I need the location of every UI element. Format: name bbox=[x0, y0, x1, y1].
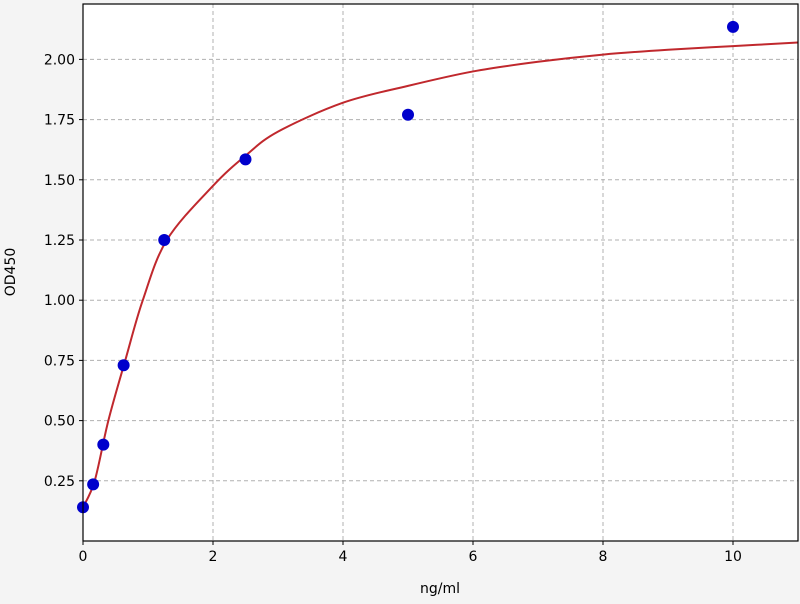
y-tick-label: 1.00 bbox=[44, 293, 75, 309]
data-point bbox=[727, 20, 739, 33]
axes bbox=[82, 3, 799, 542]
x-tick-label: 6 bbox=[469, 549, 478, 565]
data-point bbox=[402, 108, 414, 121]
axes-frame bbox=[82, 3, 799, 542]
y-tick-label: 0.50 bbox=[44, 414, 75, 430]
data-point bbox=[97, 438, 110, 451]
x-tick-label: 0 bbox=[79, 549, 88, 565]
data-point bbox=[87, 478, 100, 491]
x-axis-label: ng/ml bbox=[420, 581, 460, 597]
x-tick-label: 10 bbox=[724, 549, 742, 565]
x-tick-label: 4 bbox=[339, 549, 348, 565]
grid bbox=[82, 4, 798, 541]
x-ticks: 0 2 4 6 8 10 bbox=[79, 541, 742, 565]
data-point bbox=[239, 153, 252, 166]
y-tick-label: 1.75 bbox=[44, 113, 75, 129]
y-tick-label: 2.00 bbox=[44, 52, 75, 68]
y-tick-label: 1.25 bbox=[44, 233, 75, 249]
y-axis-label: OD450 bbox=[3, 248, 19, 297]
x-tick-label: 8 bbox=[599, 549, 608, 565]
data-point bbox=[117, 359, 130, 372]
plot-area bbox=[83, 4, 798, 541]
data-point bbox=[158, 233, 171, 246]
y-tick-label: 1.50 bbox=[44, 173, 75, 189]
y-ticks: 0.25 0.50 0.75 1.00 1.25 1.50 1.75 2.00 bbox=[44, 52, 83, 490]
y-tick-label: 0.25 bbox=[44, 474, 75, 490]
x-tick-label: 2 bbox=[209, 549, 218, 565]
y-tick-label: 0.75 bbox=[44, 353, 75, 369]
